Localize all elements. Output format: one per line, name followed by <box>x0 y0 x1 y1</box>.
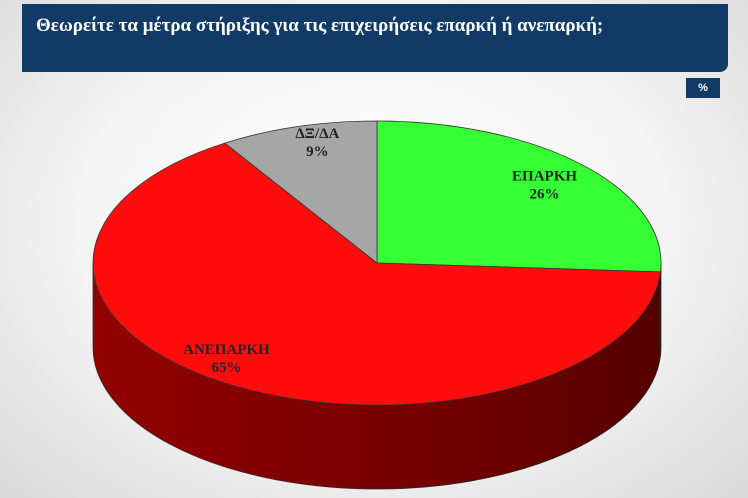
slice-value-0: 26% <box>530 187 560 203</box>
slice-label-0: ΕΠΑΡΚΗ <box>512 169 577 185</box>
pie-side-shade-1 <box>93 263 661 489</box>
pie-tops <box>92 120 662 406</box>
chart-title: Θεωρείτε τα μέτρα στήριξης για τις επιχε… <box>36 15 604 36</box>
pie-labels: ΕΠΑΡΚΗ 26% ΑΝΕΠΑΡΚΗ 65% ΔΞ/ΔΑ 9% <box>183 126 577 376</box>
slice-label-1: ΑΝΕΠΑΡΚΗ <box>183 342 270 358</box>
pie-slice-2 <box>223 120 378 264</box>
pie-slice-0 <box>376 120 662 273</box>
chart-title-bar: Θεωρείτε τα μέτρα στήριξης για τις επιχε… <box>22 4 728 72</box>
pie-slice-1 <box>92 142 661 406</box>
slice-value-1: 65% <box>211 360 241 376</box>
slice-value-2: 9% <box>306 144 329 160</box>
slice-label-2: ΔΞ/ΔΑ <box>295 126 339 142</box>
unit-badge: % <box>686 78 720 98</box>
